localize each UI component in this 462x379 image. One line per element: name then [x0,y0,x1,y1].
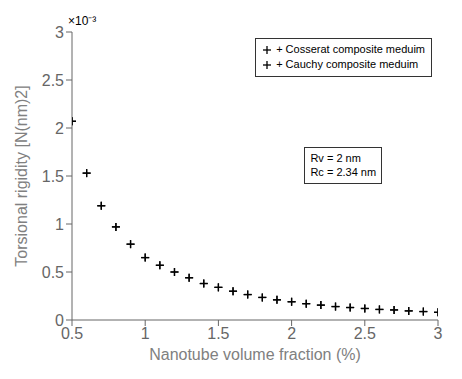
svg-text:3: 3 [434,325,443,342]
html-text:×10⁻³: ×10⁻³ [68,14,97,28]
svg-text:1: 1 [55,216,64,233]
svg-text:0.5: 0.5 [61,325,83,342]
svg-text:3: 3 [55,24,64,41]
html-text:+ Cosserat composite meduim: + Cosserat composite meduim [276,43,425,55]
svg-text:2: 2 [55,120,64,137]
svg-text:0: 0 [55,312,64,329]
svg-text:0.5: 0.5 [42,264,64,281]
html-text:+ Cauchy composite meduim: + Cauchy composite meduim [276,58,419,71]
svg-text:1.5: 1.5 [207,325,229,342]
svg-text:2.5: 2.5 [42,72,64,89]
svg-text:1.5: 1.5 [42,168,64,185]
svg-text:2: 2 [287,325,296,342]
html-text:Rv = 2 nm Rc = 2.34 nm: Rv = 2 nm Rc = 2.34 nm [310,152,377,179]
svg-text:Torsional rigidity [N(nm)2]: Torsional rigidity [N(nm)2] [13,85,30,266]
svg-text:Nanotube volume fraction (%): Nanotube volume fraction (%) [149,346,361,363]
svg-text:2.5: 2.5 [354,325,376,342]
svg-text:1: 1 [141,325,150,342]
